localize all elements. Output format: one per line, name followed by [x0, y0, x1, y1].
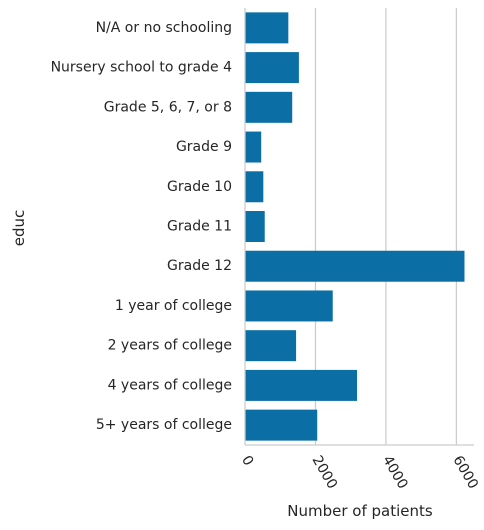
category-label: 2 years of college	[108, 338, 232, 354]
category-label: N/A or no schooling	[96, 20, 232, 36]
x-axis-title: Number of patients	[287, 502, 433, 520]
category-label: Grade 12	[167, 258, 232, 274]
bar	[245, 409, 318, 441]
bar	[245, 290, 333, 322]
category-label: Grade 9	[176, 139, 232, 155]
bar	[245, 211, 265, 242]
bar	[245, 250, 465, 282]
bar	[245, 131, 262, 163]
bar	[245, 52, 299, 84]
bars	[245, 12, 465, 441]
x-tick-label: 6000	[449, 453, 481, 492]
bar	[245, 369, 358, 401]
bar	[245, 12, 289, 44]
category-label: 4 years of college	[108, 377, 232, 393]
bar	[245, 91, 293, 123]
category-labels: N/A or no schooling Nursery school to gra…	[51, 20, 233, 433]
category-label: Nursery school to grade 4	[51, 60, 233, 76]
x-tick-label: 4000	[379, 453, 411, 492]
category-label: Grade 10	[167, 179, 232, 195]
category-label: 5+ years of college	[96, 417, 232, 433]
category-label: Grade 5, 6, 7, or 8	[104, 99, 232, 115]
y-axis-title: educ	[10, 210, 28, 247]
bar	[245, 330, 297, 362]
category-label: 1 year of college	[115, 298, 232, 314]
x-tick-label: 0	[238, 453, 256, 469]
x-tick-labels: 0 2000 4000 6000	[238, 453, 481, 492]
bar	[245, 171, 264, 203]
category-label: Grade 11	[167, 219, 232, 235]
x-tick-label: 2000	[309, 453, 341, 492]
